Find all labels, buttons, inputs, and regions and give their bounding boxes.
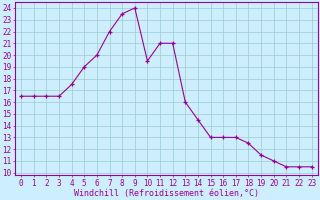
X-axis label: Windchill (Refroidissement éolien,°C): Windchill (Refroidissement éolien,°C) (74, 189, 259, 198)
